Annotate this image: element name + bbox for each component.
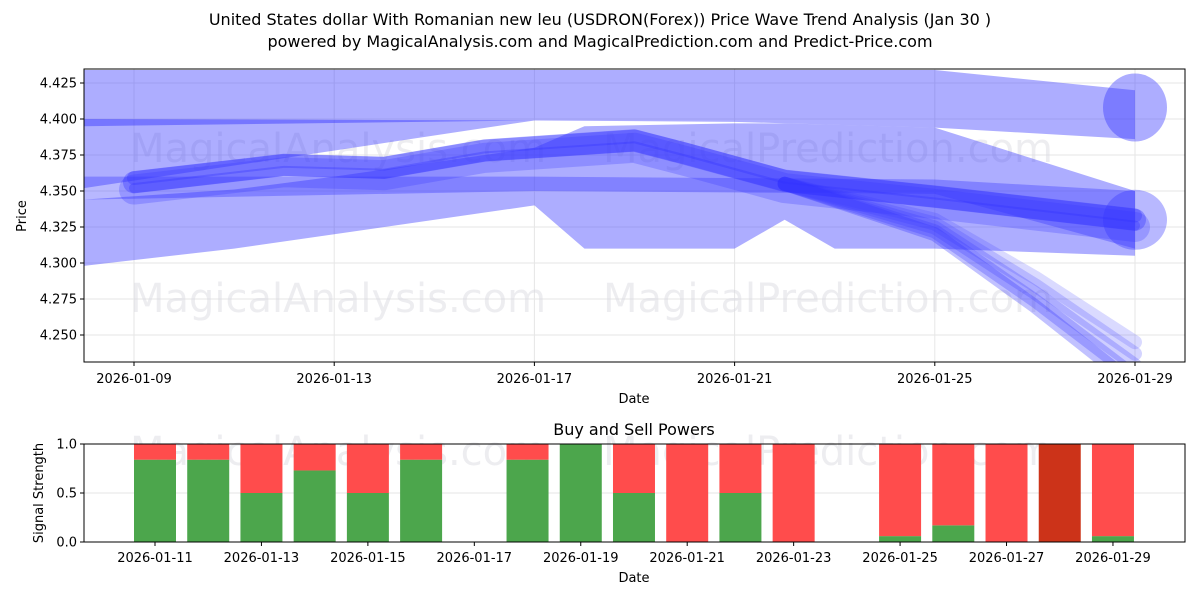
wave-line <box>127 129 1142 223</box>
wave-line <box>777 176 1142 362</box>
sell-bar <box>293 444 336 471</box>
price-x-label: Date <box>618 392 649 407</box>
buy-bar <box>187 459 230 542</box>
y-tick-label: 4.275 <box>40 293 77 308</box>
y-tick-label: 4.350 <box>40 185 77 200</box>
x-tick-label: 2026-01-27 <box>969 551 1045 566</box>
signal-x-label: Date <box>618 571 649 586</box>
sell-bar <box>985 444 1028 542</box>
wave-line <box>123 129 1146 231</box>
x-tick-label: 2026-01-15 <box>330 551 406 566</box>
buy-bar <box>346 493 389 542</box>
x-tick-label: 2026-01-23 <box>756 551 832 566</box>
x-tick-label: 2026-01-21 <box>649 551 725 566</box>
buy-bar <box>559 444 602 542</box>
sell-bar <box>772 444 815 542</box>
buy-bar <box>612 493 655 542</box>
sell-bar <box>1091 444 1134 537</box>
x-tick-label: 2026-01-09 <box>96 372 172 387</box>
watermark-text: MagicalAnalysis.com <box>130 126 546 172</box>
x-tick-label: 2026-01-25 <box>862 551 938 566</box>
wave-line <box>777 176 1117 362</box>
y-tick-label: 4.425 <box>40 77 77 92</box>
sell-bar <box>187 444 230 460</box>
wave-line <box>777 176 1142 361</box>
sell-bar <box>719 444 762 493</box>
signal-y-axis: 0.0 0.5 1.0 <box>56 438 84 551</box>
buy-bar <box>879 536 922 542</box>
wave-band <box>84 123 1135 266</box>
buy-bar <box>1091 536 1134 542</box>
wave-band <box>84 176 1135 249</box>
y-tick-label: 1.0 <box>56 438 77 453</box>
wave-line <box>777 176 1142 350</box>
chart-subtitle: powered by MagicalAnalysis.com and Magic… <box>267 32 933 51</box>
sell-bar <box>240 444 283 493</box>
y-tick-label: 4.375 <box>40 149 77 164</box>
x-tick-label: 2026-01-17 <box>497 372 573 387</box>
x-tick-label: 2026-01-29 <box>1075 551 1151 566</box>
watermark-layer: MagicalAnalysis.com MagicalAnalysis.com Ma… <box>130 126 1053 322</box>
buy-bar <box>932 525 975 542</box>
price-y-label: Price <box>15 200 30 232</box>
buy-bar <box>400 459 443 542</box>
y-tick-label: 0.5 <box>56 487 77 502</box>
chart-title: United States dollar With Romanian new l… <box>208 10 992 29</box>
buy-bar <box>134 459 176 542</box>
signal-y-label: Signal Strength <box>32 443 47 543</box>
y-tick-label: 4.300 <box>40 257 77 272</box>
buy-bar <box>719 493 762 542</box>
sell-bar <box>134 444 176 460</box>
price-wave-chart: MagicalAnalysis.com MagicalAnalysis.com Ma… <box>15 68 1186 407</box>
y-tick-label: 4.400 <box>40 113 77 128</box>
buy-bar <box>506 459 549 542</box>
x-tick-label: 2026-01-25 <box>897 372 973 387</box>
price-y-axis: 4.250 4.275 4.300 4.325 4.350 4.375 4.400 4.425 <box>40 77 84 344</box>
sell-bar <box>400 444 443 460</box>
wave-line <box>129 141 1140 231</box>
sell-bar <box>666 444 709 542</box>
sell-bar <box>932 444 975 526</box>
sell-bar <box>506 444 549 460</box>
price-grid <box>84 69 1185 362</box>
price-x-axis: 2026-01-09 2026-01-13 2026-01-17 2026-01-21… <box>96 362 1173 387</box>
sell-bar <box>612 444 655 493</box>
watermark-text: MagicalAnalysis.com <box>130 276 546 322</box>
buy-bar <box>240 493 283 542</box>
watermark-text: MagicalPrediction.com <box>603 276 1053 322</box>
y-tick-label: 0.0 <box>56 536 77 551</box>
x-tick-label: 2026-01-11 <box>117 551 193 566</box>
x-tick-label: 2026-01-29 <box>1097 372 1173 387</box>
buy-sell-chart: Buy and Sell Powers MagicalAnalysis.com M… <box>32 420 1186 586</box>
x-tick-label: 2026-01-21 <box>697 372 773 387</box>
y-tick-label: 4.325 <box>40 221 77 236</box>
y-tick-label: 4.250 <box>40 329 77 344</box>
price-axes-frame <box>83 68 1186 363</box>
sell-bar <box>1038 444 1081 542</box>
x-tick-label: 2026-01-19 <box>543 551 619 566</box>
wave-band <box>84 70 1135 189</box>
x-tick-label: 2026-01-17 <box>437 551 513 566</box>
signal-bars <box>134 444 1134 542</box>
buy-sell-title: Buy and Sell Powers <box>553 420 715 439</box>
sell-bar <box>346 444 389 493</box>
x-tick-label: 2026-01-13 <box>296 372 372 387</box>
wave-line <box>119 132 1150 242</box>
buy-bar <box>293 470 336 542</box>
watermark-text: MagicalPrediction.com <box>603 126 1053 172</box>
signal-x-axis: 2026-01-11 2026-01-13 2026-01-15 2026-01-17… <box>117 542 1151 566</box>
wave-bands <box>84 70 1167 362</box>
wave-line <box>777 176 1128 362</box>
x-tick-label: 2026-01-13 <box>224 551 300 566</box>
sell-bar <box>879 444 922 537</box>
